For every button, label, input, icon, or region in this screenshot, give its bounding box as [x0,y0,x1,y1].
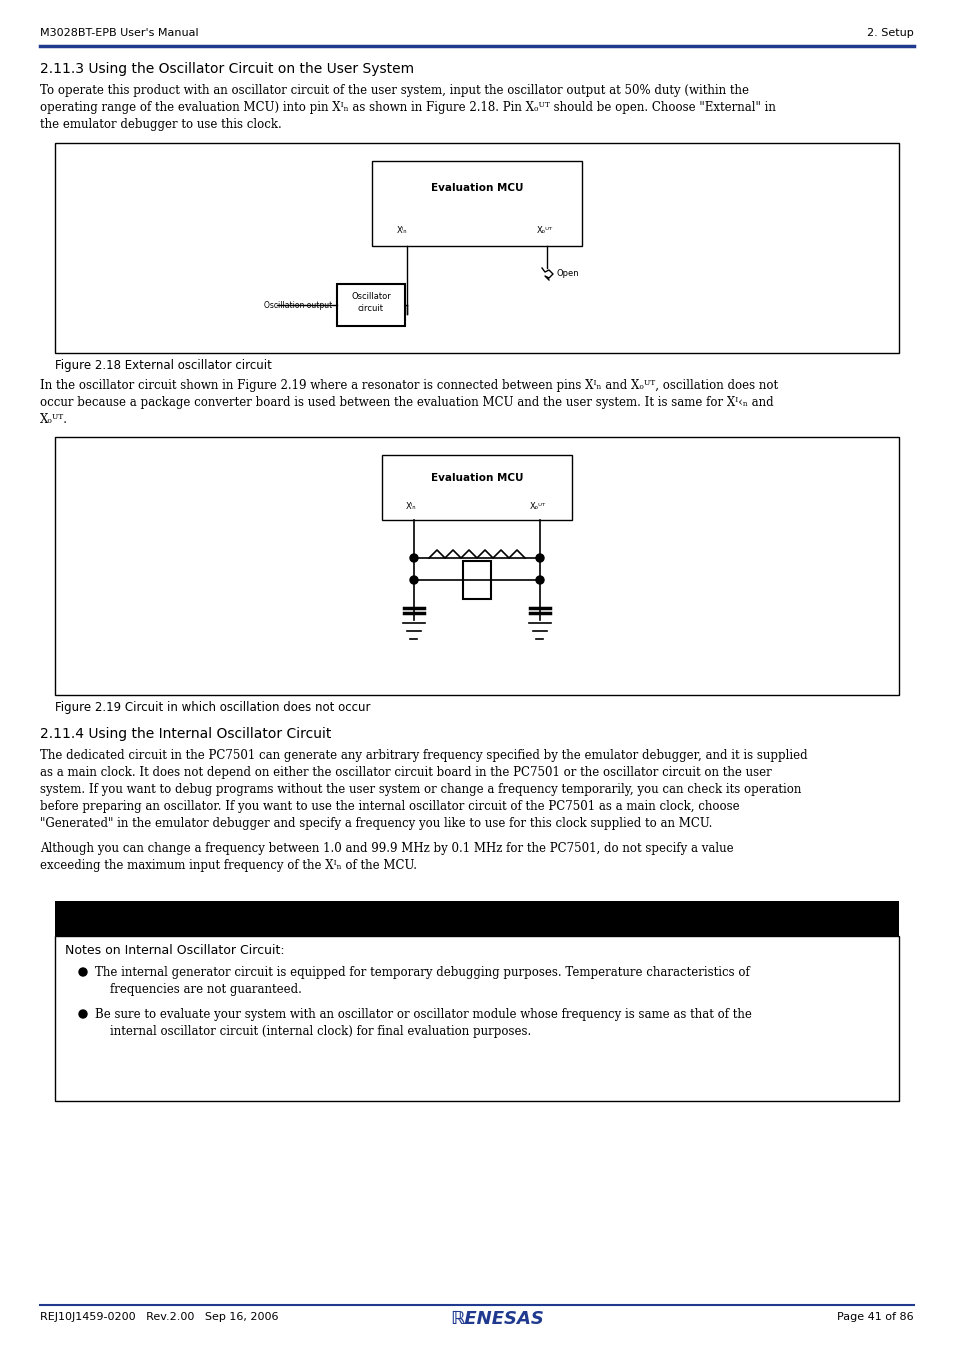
Text: Page 41 of 86: Page 41 of 86 [837,1312,913,1322]
Text: Evaluation MCU: Evaluation MCU [431,472,522,483]
Bar [336,284,405,325]
Text: Xᴵₙ: Xᴵₙ [396,225,407,235]
Bar [55,900,898,936]
Text: To operate this product with an oscillator circuit of the user system, input the: To operate this product with an oscillat… [40,84,748,97]
Text: exceeding the maximum input frequency of the Xᴵₙ of the MCU.: exceeding the maximum input frequency of… [40,859,416,872]
Text: frequencies are not guaranteed.: frequencies are not guaranteed. [110,983,301,996]
Text: Xₒᵁᵀ: Xₒᵁᵀ [537,225,553,235]
Text: internal oscillator circuit (internal clock) for final evaluation purposes.: internal oscillator circuit (internal cl… [110,1025,531,1038]
Circle shape [536,554,543,562]
Text: operating range of the evaluation MCU) into pin Xᴵₙ as shown in Figure 2.18. Pin: operating range of the evaluation MCU) i… [40,101,775,113]
Circle shape [410,554,417,562]
Text: before preparing an oscillator. If you want to use the internal oscillator circu: before preparing an oscillator. If you w… [40,801,739,813]
Bar [55,936,898,1102]
Text: Xₒᵁᵀ: Xₒᵁᵀ [530,502,546,512]
Text: REJ10J1459-0200   Rev.2.00   Sep 16, 2006: REJ10J1459-0200 Rev.2.00 Sep 16, 2006 [40,1312,278,1322]
Text: Figure 2.18 External oscillator circuit: Figure 2.18 External oscillator circuit [55,359,272,373]
Circle shape [79,968,87,976]
Text: The internal generator circuit is equipped for temporary debugging purposes. Tem: The internal generator circuit is equipp… [95,967,749,979]
Text: circuit: circuit [357,304,384,313]
Text: Xₒᵁᵀ.: Xₒᵁᵀ. [40,413,68,427]
Bar [372,161,581,246]
Circle shape [536,576,543,585]
Text: Xᴵₙ: Xᴵₙ [406,502,416,512]
Circle shape [410,576,417,585]
Circle shape [79,1010,87,1018]
Text: M3028BT-EPB User's Manual: M3028BT-EPB User's Manual [40,28,198,38]
Bar [55,437,898,695]
Text: 2.11.4 Using the Internal Oscillator Circuit: 2.11.4 Using the Internal Oscillator Cir… [40,728,331,741]
Text: system. If you want to debug programs without the user system or change a freque: system. If you want to debug programs wi… [40,783,801,796]
Text: In the oscillator circuit shown in Figure 2.19 where a resonator is connected be: In the oscillator circuit shown in Figur… [40,379,778,391]
Text: "Generated" in the emulator debugger and specify a frequency you like to use for: "Generated" in the emulator debugger and… [40,817,712,830]
Bar [55,143,898,352]
Text: Be sure to evaluate your system with an oscillator or oscillator module whose fr: Be sure to evaluate your system with an … [95,1008,751,1021]
Text: Open: Open [557,270,579,278]
Text: The dedicated circuit in the PC7501 can generate any arbitrary frequency specifi: The dedicated circuit in the PC7501 can … [40,749,807,761]
Text: Oscillator: Oscillator [351,292,391,301]
Text: Notes on Internal Oscillator Circuit:: Notes on Internal Oscillator Circuit: [65,944,284,957]
Bar [462,562,491,599]
Text: as a main clock. It does not depend on either the oscillator circuit board in th: as a main clock. It does not depend on e… [40,765,771,779]
Text: ℝENESAS: ℝENESAS [450,1310,543,1328]
Bar [381,455,572,520]
Text: 2.11.3 Using the Oscillator Circuit on the User System: 2.11.3 Using the Oscillator Circuit on t… [40,62,414,76]
Text: 2. Setup: 2. Setup [866,28,913,38]
Text: Evaluation MCU: Evaluation MCU [431,184,522,193]
Text: Oscillation output: Oscillation output [263,301,332,309]
Text: Figure 2.19 Circuit in which oscillation does not occur: Figure 2.19 Circuit in which oscillation… [55,701,370,714]
Text: occur because a package converter board is used between the evaluation MCU and t: occur because a package converter board … [40,396,773,409]
Text: Although you can change a frequency between 1.0 and 99.9 MHz by 0.1 MHz for the : Although you can change a frequency betw… [40,842,733,855]
Text: the emulator debugger to use this clock.: the emulator debugger to use this clock. [40,117,281,131]
